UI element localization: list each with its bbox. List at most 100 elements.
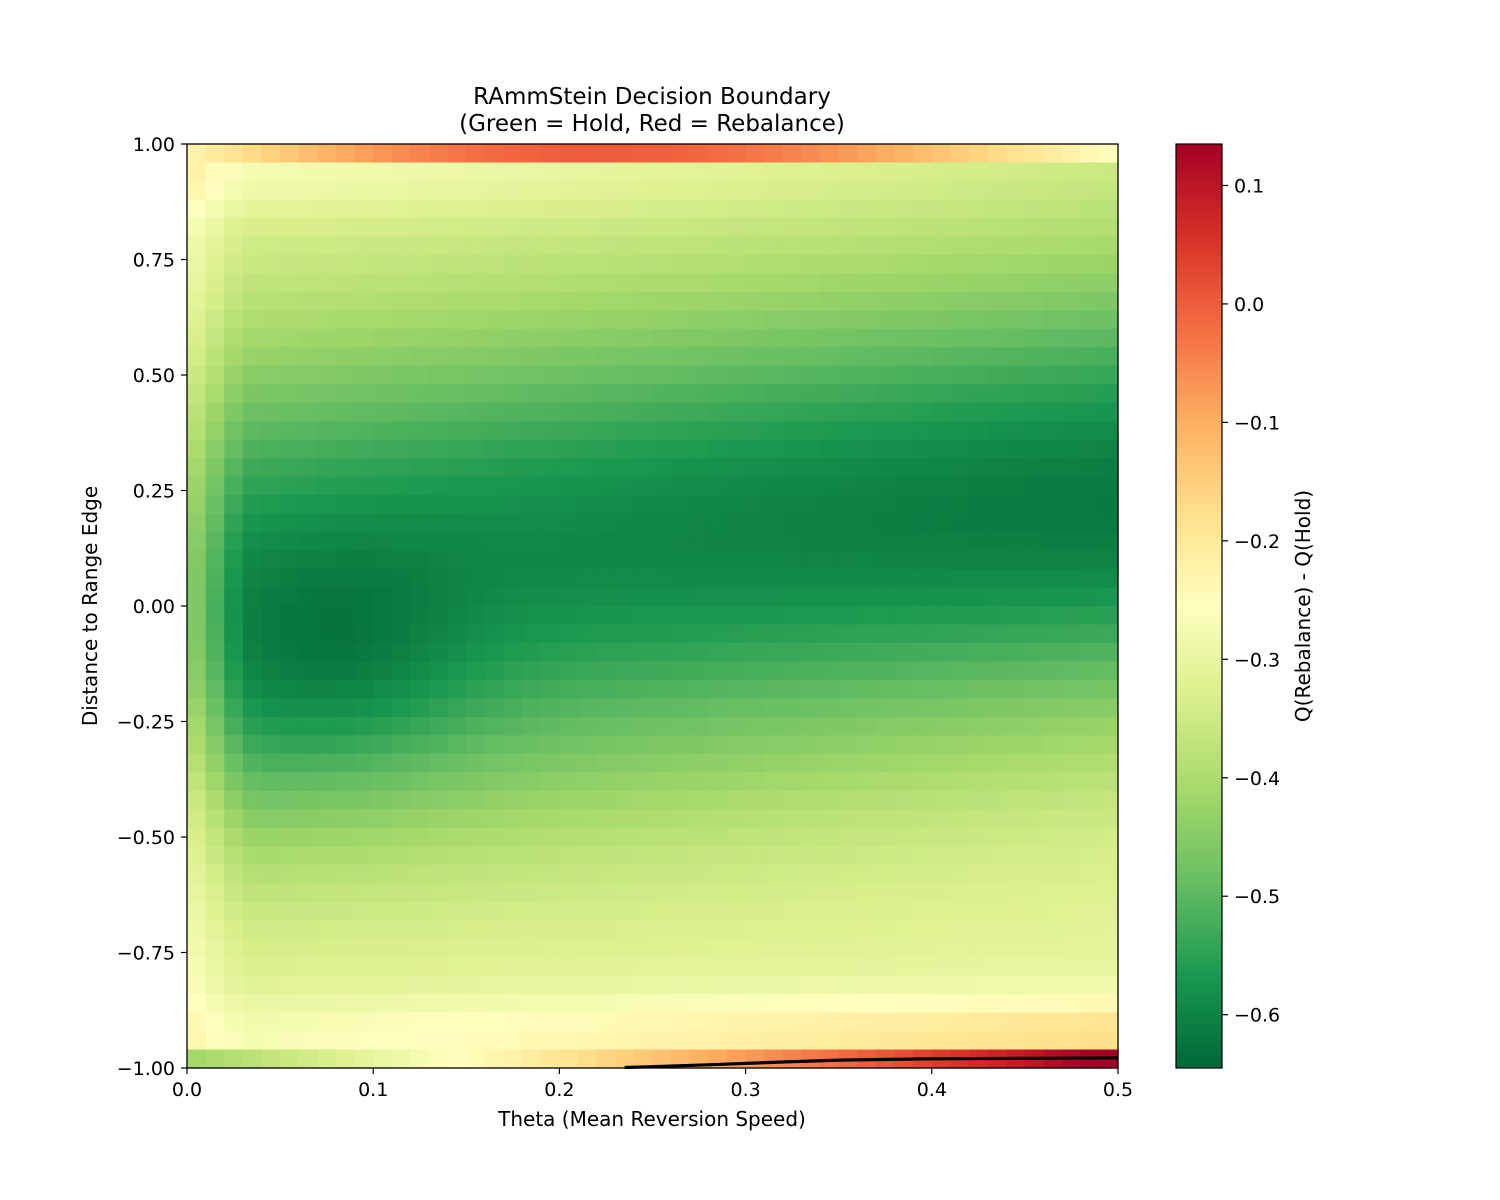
heatmap-cell [894,901,914,921]
heatmap-cell [875,384,896,404]
heatmap-cell [875,698,896,718]
heatmap-cell [950,365,970,385]
heatmap-cell [1062,1012,1082,1032]
heatmap-cell [652,994,672,1014]
y-tick-label: 0.50 [133,365,175,387]
heatmap-cell [354,901,374,921]
heatmap-cell [1006,716,1026,736]
heatmap-cell [484,809,505,829]
heatmap-cell [317,920,337,940]
heatmap-cell [410,347,430,367]
heatmap-cell [354,606,374,626]
heatmap-cell [466,957,486,977]
heatmap-cell [745,365,765,385]
heatmap-cell [1006,735,1026,755]
heatmap-cell [969,920,989,940]
heatmap-cell [522,957,542,977]
heatmap-cell [447,901,467,921]
heatmap-cell [410,846,430,866]
heatmap-cell [1043,254,1063,274]
heatmap-cell [857,384,877,404]
heatmap-cell [391,236,412,256]
heatmap-cell [354,790,374,810]
heatmap-cell [578,180,598,201]
heatmap-cell [782,661,803,681]
heatmap-cell [578,901,598,921]
heatmap-cell [1080,679,1100,699]
heatmap-cell [317,938,337,958]
heatmap-cell [1099,716,1119,736]
heatmap-cell [1099,938,1119,958]
heatmap-cell [354,495,374,515]
heatmap-cell [1024,328,1045,348]
heatmap-cell [801,587,821,607]
heatmap-cell [261,569,281,589]
heatmap-cell [261,384,281,404]
heatmap-cell [335,735,356,755]
heatmap-cell [838,698,858,718]
heatmap-cell [708,809,728,829]
heatmap-cell [838,846,858,866]
heatmap-cell [894,365,914,385]
heatmap-cell [522,753,542,773]
heatmap-cell [317,532,337,552]
heatmap-cell [205,772,225,792]
heatmap-cell [224,938,244,958]
heatmap-cell [1080,716,1100,736]
heatmap-cell [187,587,207,607]
heatmap-cell [689,291,709,311]
heatmap-cell [875,846,896,866]
heatmap-cell [764,402,784,422]
heatmap-cell [969,772,989,792]
heatmap-cell [280,1012,300,1032]
heatmap-cell [224,772,244,792]
heatmap-cell [801,421,821,441]
heatmap-cell [1080,310,1100,330]
heatmap-cell [224,735,244,755]
heatmap-cell [373,716,393,736]
heatmap-cell [224,476,244,496]
colorbar-tick-label: −0.2 [1234,531,1280,553]
heatmap-cell [466,162,486,182]
heatmap-cell [708,624,728,644]
heatmap-cell [596,402,616,422]
heatmap-cell [764,217,784,237]
heatmap-cell [1006,698,1026,718]
heatmap-cell [522,144,542,164]
heatmap-cell [578,679,598,699]
heatmap-cell [820,476,840,496]
heatmap-cell [1099,513,1119,533]
heatmap-cell [596,180,616,201]
heatmap-cell [1062,421,1082,441]
heatmap-cell [391,421,412,441]
heatmap-cell [671,199,691,219]
heatmap-cell [187,716,207,736]
heatmap-cell [615,772,635,792]
heatmap-cell [615,328,635,348]
y-tick-label: −0.25 [117,712,175,734]
heatmap-cell [894,827,914,847]
heatmap-cell [782,421,803,441]
heatmap-cell [447,938,467,958]
heatmap-cell [969,180,989,201]
heatmap-cell [671,920,691,940]
heatmap-cell [187,199,207,219]
heatmap-cell [708,291,728,311]
heatmap-cell [615,421,635,441]
heatmap-cell [726,180,747,201]
heatmap-cell [652,476,672,496]
heatmap-cell [205,384,225,404]
heatmap-cell [1080,661,1100,681]
heatmap-cell [894,994,914,1014]
heatmap-cell [224,199,244,219]
heatmap-cell [522,606,542,626]
heatmap-cell [689,476,709,496]
heatmap-cell [1024,199,1045,219]
heatmap-cell [373,384,393,404]
heatmap-cell [1043,513,1063,533]
heatmap-cell [745,347,765,367]
heatmap-cell [224,975,244,995]
heatmap-cell [745,236,765,256]
heatmap-cell [410,569,430,589]
heatmap-cell [354,827,374,847]
